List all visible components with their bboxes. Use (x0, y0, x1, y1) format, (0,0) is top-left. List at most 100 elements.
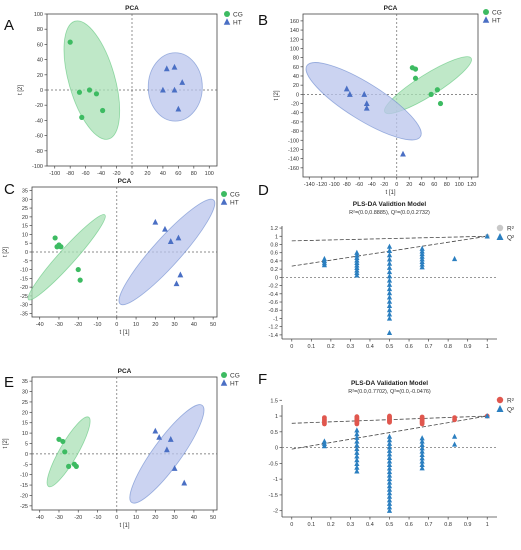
x-tick-label: 0.3 (347, 344, 355, 350)
q2-point (386, 281, 393, 287)
q2-point (386, 273, 393, 279)
point-ht (162, 225, 168, 232)
x-tick-label: 1 (486, 344, 489, 350)
chart-title: PLS-DA Validation Model (351, 380, 428, 387)
y-tick-label: 100 (290, 46, 299, 52)
q2-point (419, 258, 425, 265)
x-tick-label: -40 (36, 322, 44, 328)
y-tick-label: 140 (290, 28, 299, 34)
y-tick-label: -120 (288, 147, 299, 153)
y-tick-label: 10 (22, 431, 28, 437)
x-tick-label: 40 (160, 171, 166, 177)
point-ht (361, 91, 368, 97)
y-tick-label: -40 (291, 111, 299, 117)
point-cg (437, 100, 444, 107)
q2-point (354, 445, 360, 452)
chart-title: PLS-DA Validtion Model (353, 201, 427, 208)
r2-point (452, 415, 457, 421)
y-tick-label: 0.2 (270, 267, 278, 273)
x-tick-label: 120 (467, 182, 476, 188)
q2-point (451, 441, 458, 447)
point-cg (100, 107, 106, 114)
chart-subtitle: R²=(0.0,0.7702), Q²=(0.0,-0.0476) (348, 389, 431, 395)
q2-point (419, 253, 425, 259)
q2-point (386, 475, 393, 482)
y-tick-label: 0.4 (270, 259, 278, 265)
point-ht (363, 100, 370, 107)
panel-letter: E (4, 374, 14, 391)
x-tick-label: -20 (74, 515, 82, 521)
q2-point (451, 255, 458, 262)
y-tick-label: -60 (291, 120, 299, 126)
confidence-ellipse-cg (63, 20, 121, 140)
x-tick-label: 10 (133, 322, 139, 328)
q2-point (354, 453, 360, 459)
y-tick-label: -0.8 (269, 308, 278, 314)
x-tick-label: 0.2 (327, 344, 335, 350)
q2-point (451, 433, 458, 439)
legend-marker-r2 (496, 224, 504, 232)
y-tick-label: -20 (20, 285, 28, 291)
q2-point (419, 441, 425, 448)
x-tick-label: 30 (172, 515, 178, 521)
point-ht (363, 104, 370, 111)
x-tick-label: -10 (94, 515, 102, 521)
confidence-ellipse-ht (147, 52, 203, 122)
chart-title: PCA (118, 178, 132, 185)
point-ht (163, 446, 170, 453)
point-ht (181, 479, 188, 486)
point-cg (54, 244, 60, 250)
point-ht (400, 150, 406, 157)
y-tick-label: -5 (23, 462, 28, 468)
y-tick-label: -1.4 (269, 333, 278, 339)
point-ht (175, 105, 182, 112)
x-tick-label: 20 (144, 171, 150, 177)
x-tick-label: -80 (343, 182, 351, 188)
point-ht (152, 218, 159, 225)
x-tick-label: 20 (152, 322, 158, 328)
x-tick-label: 0.5 (386, 522, 394, 528)
q2-point (386, 490, 393, 496)
q2-point (386, 440, 393, 446)
legend-marker-cg (483, 9, 489, 15)
point-ht (171, 465, 178, 471)
point-ht (343, 85, 350, 92)
y-tick-label: -10 (20, 268, 28, 274)
y-tick-label: 30 (22, 390, 28, 396)
q2-point (386, 472, 393, 478)
y-tick-label: -60 (35, 134, 43, 140)
x-tick-label: 20 (152, 515, 158, 521)
y-tick-label: 15 (22, 224, 28, 230)
y-tick-label: -80 (35, 149, 43, 155)
panel-d: D 0 0.1 0.2 0.3 0.4 0.5 0.6 0.7 0.8 0.9 1 1.2 1 0.8 0.6… (258, 182, 515, 350)
q2-point (386, 290, 393, 296)
x-tick-label: 30 (172, 322, 178, 328)
x-tick-label: -30 (55, 515, 63, 521)
q2-point (386, 264, 393, 270)
x-tick-label: -80 (66, 171, 74, 177)
confidence-ellipse-ht (118, 198, 216, 306)
x-tick-label: 50 (210, 322, 216, 328)
legend-marker-cg (221, 372, 227, 378)
point-ht (163, 65, 170, 72)
q2-point (419, 438, 425, 444)
y-tick-label: 0 (40, 88, 43, 94)
confidence-ellipse-cg (27, 214, 106, 301)
confidence-ellipse-ht (305, 62, 422, 141)
y-tick-label: -1 (273, 316, 278, 322)
q2-point (354, 431, 360, 437)
legend-label-ht: HT (230, 200, 239, 207)
legend-marker-r2 (496, 396, 504, 404)
y-tick-label: -140 (288, 157, 299, 163)
point-ht (160, 86, 166, 93)
x-tick-label: 100 (205, 171, 214, 177)
point-ht (167, 238, 174, 244)
point-ht (177, 271, 184, 278)
chart-title: PCA (118, 368, 132, 375)
x-tick-label: -20 (74, 322, 82, 328)
q2-point (386, 433, 393, 439)
legend-marker-ht (220, 379, 228, 386)
q2-point (354, 427, 360, 433)
y-tick-label: 100 (34, 12, 43, 18)
point-ht (167, 436, 174, 442)
